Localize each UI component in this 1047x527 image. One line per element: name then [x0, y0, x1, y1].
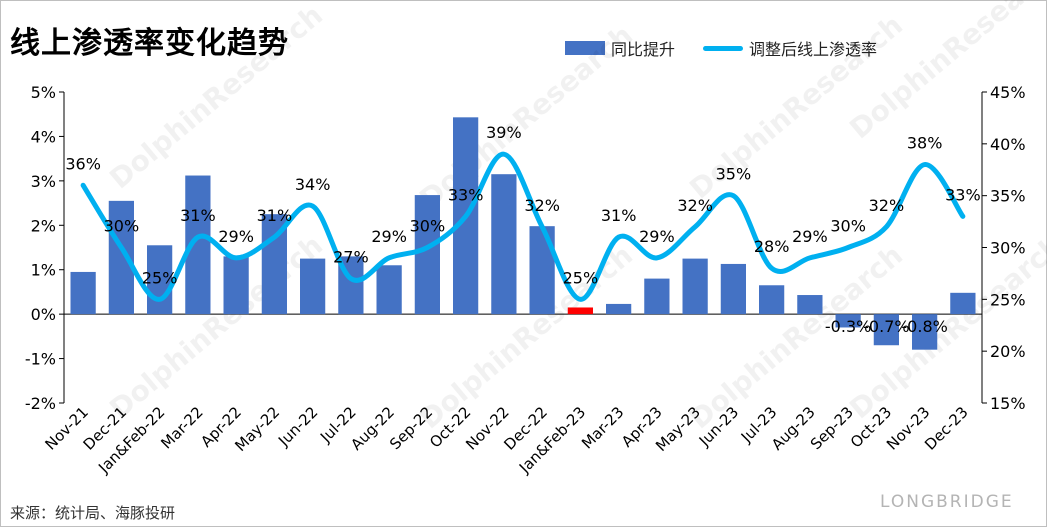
line-data-label: 39%: [486, 123, 522, 142]
y-right-tick-label: 30%: [990, 239, 1026, 258]
x-tick-label: Jun-22: [274, 403, 321, 450]
line-data-label: 25%: [142, 268, 178, 287]
bar: [491, 174, 517, 315]
y-right-tick-label: 40%: [990, 135, 1026, 154]
y-right-tick-label: 15%: [990, 394, 1026, 413]
watermark-text: DolphinResearch: [413, 238, 639, 435]
line-data-label: 31%: [257, 206, 293, 225]
line-data-label: 27%: [333, 248, 369, 267]
bar: [529, 226, 555, 315]
y-left-tick-label: 5%: [31, 83, 56, 102]
y-left-tick-label: -1%: [25, 350, 56, 369]
line-data-label: 33%: [945, 185, 981, 204]
bar: [567, 307, 593, 315]
line-data-label: 32%: [677, 196, 713, 215]
bar-data-label: -0.8%: [901, 317, 947, 336]
line-data-label: 29%: [371, 227, 407, 246]
legend-line-label: 调整后线上渗透率: [749, 40, 878, 59]
line-data-label: 28%: [754, 237, 790, 256]
legend-line-swatch: [703, 45, 744, 51]
x-tick-label: Mar-23: [578, 403, 627, 452]
line-data-label: 31%: [601, 206, 637, 225]
legend-bar-swatch: [565, 41, 605, 55]
legend-bar-label: 同比提升: [611, 40, 676, 59]
bar: [147, 245, 173, 315]
bar-data-label: -0.7%: [863, 317, 909, 336]
line-data-label: 30%: [104, 217, 140, 236]
line-data-label: 32%: [524, 196, 560, 215]
line-data-label: 30%: [410, 217, 446, 236]
bar: [223, 256, 249, 315]
bar: [376, 265, 402, 315]
line-data-label: 30%: [830, 217, 866, 236]
y-left-tick-label: 2%: [31, 216, 56, 235]
bar: [720, 263, 746, 315]
y-left-tick-label: 1%: [31, 261, 56, 280]
bar: [912, 314, 938, 350]
line-data-label: 29%: [639, 227, 675, 246]
line-data-label: 36%: [65, 154, 101, 173]
x-tick-label: Mar-22: [157, 403, 206, 452]
y-left-tick-label: 0%: [31, 305, 56, 324]
line-data-label: 29%: [792, 227, 828, 246]
bar: [950, 292, 976, 315]
bar: [414, 195, 440, 315]
x-tick-label: Aug-22: [347, 403, 398, 454]
source-note: 来源：统计局、海豚投研: [10, 504, 176, 522]
line-data-label: 31%: [180, 206, 216, 225]
bar: [606, 303, 632, 315]
bar: [300, 258, 326, 315]
bar: [759, 285, 785, 315]
line-data-label: 34%: [295, 175, 331, 194]
x-tick-label: Dec-23: [921, 403, 972, 454]
watermark-text: DolphinResearch: [103, 228, 329, 425]
y-left-tick-label: -2%: [25, 394, 56, 413]
chart-title: 线上渗透率变化趋势: [10, 26, 289, 61]
bar-data-label: -0.3%: [825, 317, 871, 336]
y-right-tick-label: 25%: [990, 290, 1026, 309]
y-left-tick-label: 3%: [31, 172, 56, 191]
bar: [835, 314, 861, 328]
bar: [873, 314, 899, 346]
y-right-tick-label: 35%: [990, 187, 1026, 206]
bar: [70, 271, 96, 315]
bar: [644, 278, 670, 315]
legend: 同比提升 调整后线上渗透率: [565, 36, 877, 60]
y-right-tick-label: 20%: [990, 342, 1026, 361]
line-data-label: 33%: [448, 185, 484, 204]
line-data-label: 38%: [907, 134, 943, 153]
x-tick-label: Sep-23: [807, 403, 857, 453]
watermark-text: DolphinResearch: [103, 0, 329, 195]
bar: [682, 258, 708, 315]
y-right-tick-label: 45%: [990, 83, 1026, 102]
brand-logo: LONGBRIDGE: [880, 492, 1014, 512]
x-tick-label: Aug-23: [768, 403, 819, 454]
line-data-label: 25%: [563, 268, 599, 287]
line-data-label: 32%: [869, 196, 905, 215]
series-line: [80, 151, 966, 302]
y-left-tick-label: 4%: [31, 127, 56, 146]
bar: [797, 295, 823, 315]
line-data-label: 29%: [218, 227, 254, 246]
line-data-label: 35%: [716, 165, 752, 184]
